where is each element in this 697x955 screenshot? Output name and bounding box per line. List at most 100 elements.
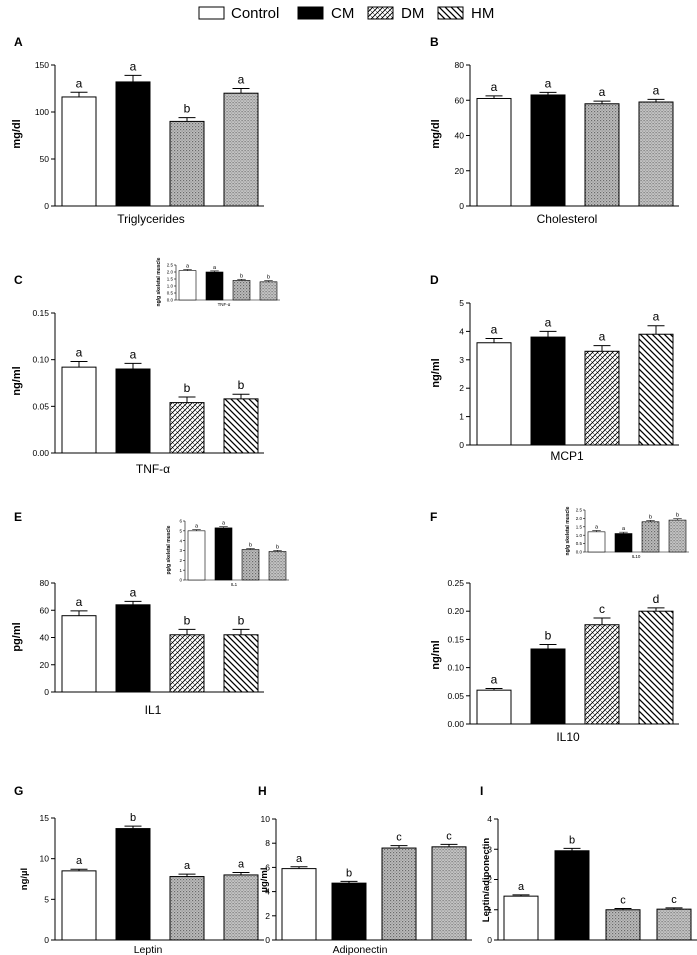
y-tick-label: 0	[44, 201, 49, 211]
bar-hm	[223, 874, 259, 941]
bar-cm	[115, 368, 151, 454]
significance-letter: b	[184, 613, 191, 627]
inset-x-axis-label: TNF-α	[218, 302, 231, 307]
y-tick-label: 40	[455, 131, 465, 141]
x-axis-label: Triglycerides	[117, 212, 185, 226]
significance-letter: a	[518, 881, 525, 893]
y-axis-label: pg/ml	[11, 622, 23, 651]
inset-x-axis-label: IL10	[632, 554, 641, 559]
y-tick-label: 4	[487, 814, 492, 824]
bar-dm	[584, 103, 620, 207]
significance-letter: a	[130, 347, 137, 361]
bar-control	[187, 530, 206, 581]
bar-dm	[641, 521, 660, 553]
inset-y-axis-label: ng/g skeletal muscle	[156, 257, 162, 306]
significance-letter: b	[346, 867, 352, 879]
y-tick-label: 1.5	[576, 524, 583, 529]
chart-panel-a: A 0 50 100 150 a a b a mg/dl Triglycerides	[11, 35, 264, 226]
y-tick-label: 0.0	[167, 298, 174, 303]
significance-letter: a	[186, 263, 190, 269]
significance-letter: b	[130, 812, 136, 824]
bar-dm	[169, 634, 205, 693]
y-tick-label: 80	[455, 60, 465, 70]
legend-label-cm: CM	[331, 5, 354, 22]
y-tick-label: 1.5	[167, 277, 174, 282]
bar-cm	[554, 850, 590, 941]
chart-panel-i: I 0 1 2 3 4 a b c c Leptin/adiponectin	[480, 784, 697, 945]
x-axis-label: Leptin	[134, 944, 163, 955]
y-tick-label: 50	[40, 154, 50, 164]
significance-letter: b	[276, 544, 279, 550]
x-axis-label: IL1	[145, 703, 162, 717]
y-tick-label: 20	[455, 166, 465, 176]
y-tick-label: 0.5	[576, 541, 583, 546]
significance-letter: d	[653, 592, 660, 606]
bar-cm	[530, 336, 566, 446]
y-tick-label: 0	[44, 935, 49, 945]
significance-letter: a	[130, 585, 137, 599]
y-tick-label: 0	[44, 687, 49, 697]
y-tick-label: 1.0	[167, 284, 174, 289]
panel-label: F	[430, 510, 437, 524]
panel-label: A	[14, 35, 23, 49]
bar-hm	[268, 551, 287, 581]
bar-cm	[530, 648, 566, 725]
significance-letter: a	[622, 526, 626, 532]
significance-letter: a	[222, 521, 226, 527]
y-tick-label: 0	[179, 578, 182, 583]
y-axis-label: Leptin/adiponectin	[481, 838, 492, 923]
panel-label: G	[14, 784, 23, 798]
y-tick-label: 5	[459, 298, 464, 308]
chart-panel-e: E 0 20 40 60 80 a a b b pg/ml IL1 0 1 2 3 4 5 6 a a b b pg/g sk…	[11, 510, 289, 717]
significance-letter: c	[671, 894, 677, 906]
y-tick-label: 0.00	[447, 719, 464, 729]
y-tick-label: 1	[487, 905, 492, 915]
significance-letter: b	[267, 275, 270, 281]
bar-hm	[223, 398, 259, 454]
significance-letter: a	[491, 672, 498, 686]
legend-item-hm: HM	[437, 5, 494, 22]
y-tick-label: 6	[179, 519, 182, 524]
bar-hm	[431, 846, 467, 941]
bar-control	[476, 342, 512, 446]
y-tick-label: 4	[265, 887, 270, 897]
legend-item-dm: DM	[367, 5, 424, 22]
chart-panel-h: H 0 2 4 6 8 10 a b c c µg/ml Adiponectin	[258, 784, 472, 955]
significance-letter: a	[195, 524, 199, 530]
bar-cm	[614, 533, 633, 553]
bar-control	[476, 689, 512, 725]
significance-letter: b	[240, 273, 243, 279]
panel-label: D	[430, 273, 439, 287]
chart-panel-b: B 0 20 40 60 80 a a a a mg/dl Cholesterol	[430, 35, 679, 226]
significance-letter: a	[545, 315, 552, 329]
significance-letter: a	[491, 323, 498, 337]
y-tick-label: 5	[179, 528, 182, 533]
significance-letter: b	[676, 513, 679, 519]
significance-letter: c	[446, 830, 452, 842]
significance-letter: b	[238, 378, 245, 392]
inset-chart-f: 0.0 0.5 1.0 1.5 2.0 2.5 a a b b ng/g skeletal musc…	[565, 506, 689, 559]
panel-label: C	[14, 273, 23, 287]
inset-y-axis-label: pg/g skeletal muscle	[166, 525, 172, 574]
bar-hm	[638, 610, 674, 725]
bar-control	[587, 531, 606, 553]
y-axis-label: ng/µl	[19, 868, 30, 890]
legend-label-control: Control	[231, 5, 279, 22]
y-tick-label: 2.0	[576, 516, 583, 521]
bar-control	[281, 868, 317, 941]
significance-letter: a	[76, 76, 83, 90]
panel-label: H	[258, 784, 267, 798]
y-tick-label: 8	[265, 838, 270, 848]
legend: Control CM DM HM	[198, 5, 494, 22]
significance-letter: c	[396, 832, 402, 844]
panel-label: B	[430, 35, 439, 49]
y-tick-label: 150	[35, 60, 49, 70]
bar-dm	[584, 350, 620, 446]
bar-dm	[169, 402, 205, 454]
y-tick-label: 2.0	[167, 270, 174, 275]
bar-dm	[169, 876, 205, 941]
significance-letter: a	[213, 265, 217, 271]
bar-dm	[605, 909, 641, 941]
significance-letter: b	[184, 381, 191, 395]
